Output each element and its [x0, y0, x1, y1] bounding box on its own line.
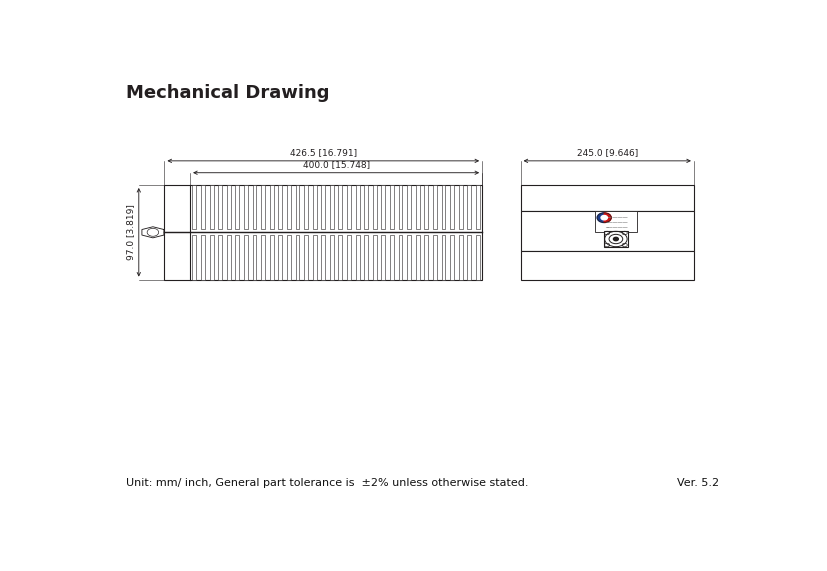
- Bar: [261, 185, 265, 230]
- Bar: [304, 235, 308, 280]
- Bar: [227, 235, 231, 280]
- Bar: [520, 185, 693, 211]
- Text: 400.0 [15.748]: 400.0 [15.748]: [302, 160, 369, 169]
- Bar: [321, 185, 325, 230]
- Text: 245.0 [9.646]: 245.0 [9.646]: [576, 148, 637, 158]
- Text: 426.5 [16.791]: 426.5 [16.791]: [289, 148, 356, 158]
- Bar: [270, 235, 273, 280]
- Text: ─────────: ─────────: [604, 216, 626, 220]
- Bar: [347, 185, 351, 230]
- Bar: [466, 185, 471, 230]
- Bar: [295, 235, 299, 280]
- Bar: [304, 185, 308, 230]
- Bar: [192, 235, 196, 280]
- Bar: [458, 235, 462, 280]
- Text: Ver. 5.2: Ver. 5.2: [676, 478, 719, 488]
- Bar: [372, 185, 376, 230]
- Bar: [218, 185, 222, 230]
- Bar: [476, 185, 479, 230]
- Bar: [313, 235, 316, 280]
- Bar: [433, 185, 437, 230]
- Bar: [398, 185, 402, 230]
- Bar: [201, 235, 205, 280]
- Bar: [433, 235, 437, 280]
- Bar: [338, 235, 342, 280]
- Bar: [356, 235, 359, 280]
- Bar: [520, 251, 693, 280]
- Bar: [407, 185, 410, 230]
- Bar: [450, 185, 453, 230]
- Bar: [287, 235, 290, 280]
- Bar: [381, 185, 385, 230]
- Bar: [252, 185, 256, 230]
- Bar: [398, 235, 402, 280]
- Bar: [450, 235, 453, 280]
- Circle shape: [613, 238, 618, 241]
- Bar: [278, 185, 282, 230]
- Text: ─────────: ─────────: [604, 226, 626, 230]
- Bar: [390, 185, 394, 230]
- Bar: [192, 185, 196, 230]
- Bar: [244, 185, 247, 230]
- Bar: [476, 235, 479, 280]
- Bar: [209, 185, 213, 230]
- Bar: [364, 185, 368, 230]
- Bar: [347, 235, 351, 280]
- Bar: [287, 185, 290, 230]
- Bar: [295, 185, 299, 230]
- Bar: [235, 185, 239, 230]
- Bar: [338, 185, 342, 230]
- Bar: [603, 231, 628, 247]
- Wedge shape: [596, 213, 604, 223]
- Bar: [165, 185, 481, 280]
- Bar: [595, 211, 636, 232]
- Bar: [424, 235, 428, 280]
- Bar: [415, 235, 419, 280]
- Text: 97.0 [3.819]: 97.0 [3.819]: [127, 204, 136, 260]
- Bar: [424, 185, 428, 230]
- Bar: [415, 185, 419, 230]
- Text: Mechanical Drawing: Mechanical Drawing: [126, 84, 329, 102]
- Bar: [381, 235, 385, 280]
- Bar: [441, 235, 445, 280]
- Bar: [329, 235, 333, 280]
- Bar: [520, 211, 693, 251]
- Text: ─────────: ─────────: [604, 221, 626, 225]
- Bar: [218, 235, 222, 280]
- Bar: [201, 185, 205, 230]
- Bar: [244, 235, 247, 280]
- Text: Unit: mm/ inch, General part tolerance is  ±2% unless otherwise stated.: Unit: mm/ inch, General part tolerance i…: [126, 478, 528, 488]
- Bar: [321, 235, 325, 280]
- Bar: [235, 235, 239, 280]
- Bar: [458, 185, 462, 230]
- Bar: [313, 185, 316, 230]
- Bar: [466, 235, 471, 280]
- Bar: [372, 235, 376, 280]
- Bar: [278, 235, 282, 280]
- Bar: [252, 235, 256, 280]
- Bar: [390, 235, 394, 280]
- Bar: [227, 185, 231, 230]
- Circle shape: [600, 215, 607, 220]
- Bar: [441, 185, 445, 230]
- Bar: [261, 235, 265, 280]
- Bar: [209, 235, 213, 280]
- Bar: [356, 185, 359, 230]
- Wedge shape: [604, 213, 610, 223]
- Bar: [270, 185, 273, 230]
- Bar: [407, 235, 410, 280]
- Bar: [329, 185, 333, 230]
- Bar: [364, 235, 368, 280]
